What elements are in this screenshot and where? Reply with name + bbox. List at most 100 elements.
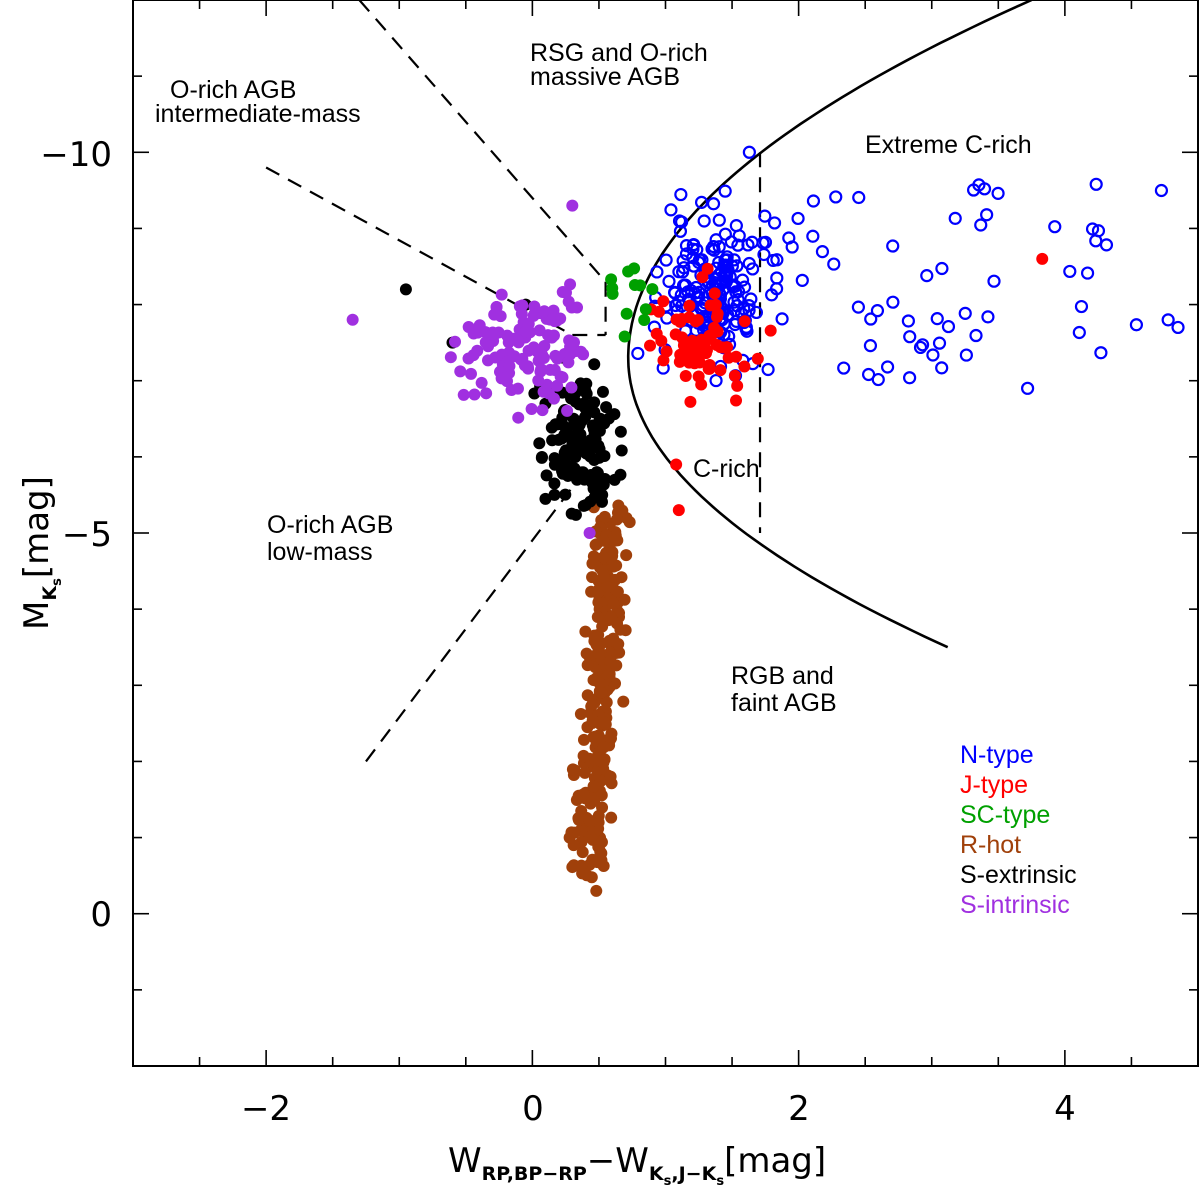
- data-point-n-type: [729, 219, 743, 233]
- data-point-s-intrinsic: [346, 313, 359, 326]
- x-tick-label: −2: [241, 1089, 291, 1129]
- data-point-r-hot: [597, 551, 610, 564]
- data-point-sc-type: [606, 282, 619, 295]
- region-rsg-line2: massive AGB: [530, 63, 680, 91]
- legend-n-type: N-type: [960, 741, 1034, 769]
- data-point-n-type: [991, 186, 1005, 200]
- data-point-n-type: [1161, 313, 1175, 327]
- data-point-s-intrinsic: [556, 285, 569, 298]
- data-point-n-type: [1074, 299, 1089, 314]
- y-axis-label: MKs[mag]: [17, 476, 65, 630]
- x-tick-label: 4: [1054, 1089, 1076, 1129]
- data-point-s-intrinsic: [518, 359, 531, 372]
- data-point-r-hot: [603, 634, 616, 647]
- y-label-unit: [mag]: [17, 476, 57, 578]
- region-rgb-line1: RGB and: [731, 662, 834, 690]
- data-point-n-type: [935, 361, 949, 375]
- data-point-n-type: [851, 300, 865, 314]
- data-point-n-type: [974, 218, 988, 232]
- data-point-s-intrinsic: [479, 336, 492, 349]
- data-point-sc-type: [605, 273, 618, 286]
- legend-s-intrinsic: S-intrinsic: [960, 891, 1070, 919]
- data-point-s-extrinsic: [596, 495, 609, 508]
- data-point-j-type: [717, 341, 730, 354]
- data-point-r-hot: [605, 777, 618, 790]
- data-point-r-hot: [593, 850, 606, 863]
- data-point-n-type: [1171, 320, 1185, 335]
- data-point-s-extrinsic: [588, 453, 601, 466]
- data-point-n-type: [901, 314, 915, 328]
- data-point-j-type: [691, 314, 704, 327]
- data-point-r-hot: [586, 571, 599, 584]
- data-point-s-extrinsic: [580, 377, 593, 390]
- region-boundary-dashed: [365, 486, 574, 763]
- data-point-n-type: [742, 145, 756, 159]
- data-point-r-hot: [623, 516, 636, 529]
- data-point-j-type: [669, 328, 682, 341]
- data-point-s-intrinsic: [515, 307, 528, 320]
- region-boundary-dashed: [358, 0, 607, 283]
- region-label-intermediate: O-rich AGB intermediate-mass: [155, 76, 361, 128]
- data-point-s-intrinsic: [549, 349, 562, 362]
- data-point-n-type: [863, 339, 878, 353]
- data-point-s-extrinsic: [614, 425, 627, 438]
- x-label-unit: [mag]: [724, 1141, 826, 1181]
- data-point-n-type: [770, 253, 784, 267]
- x-tick-label: 2: [788, 1089, 810, 1129]
- data-point-j-type: [731, 379, 744, 392]
- data-point-n-type: [745, 262, 760, 276]
- legend-sc-type: SC-type: [960, 801, 1050, 829]
- data-point-n-type: [694, 195, 709, 209]
- region-label-rsg: RSG and O-rich massive AGB: [530, 39, 708, 91]
- data-point-s-intrinsic: [505, 384, 518, 397]
- data-point-n-type: [870, 304, 885, 318]
- x-label-sub1: RP,BP−RP: [482, 1163, 587, 1185]
- data-point-s-extrinsic: [569, 395, 582, 408]
- data-point-n-type: [686, 242, 700, 256]
- data-point-r-hot: [597, 534, 610, 547]
- data-point-s-intrinsic: [565, 301, 578, 314]
- data-point-s-extrinsic: [548, 477, 561, 490]
- data-point-s-extrinsic: [558, 428, 571, 441]
- data-point-s-extrinsic: [598, 450, 611, 463]
- data-point-r-hot: [590, 884, 603, 897]
- data-point-j-type: [738, 315, 751, 328]
- data-point-j-type: [738, 360, 751, 373]
- data-point-n-type: [631, 346, 645, 361]
- data-point-n-type: [913, 340, 928, 355]
- data-point-s-extrinsic: [591, 418, 604, 431]
- data-point-r-hot: [594, 754, 607, 767]
- data-point-n-type: [744, 292, 758, 306]
- data-point-r-hot: [577, 749, 590, 762]
- data-point-r-hot: [577, 733, 590, 746]
- data-point-n-type: [676, 254, 690, 268]
- data-point-r-hot: [586, 833, 599, 846]
- legend-r-hot: R-hot: [960, 831, 1021, 859]
- data-point-n-type: [1020, 381, 1035, 395]
- data-point-r-hot: [610, 513, 623, 526]
- data-point-s-intrinsic: [574, 345, 587, 358]
- data-point-s-extrinsic: [590, 466, 603, 479]
- data-point-n-type: [1048, 220, 1062, 234]
- data-point-n-type: [795, 273, 809, 287]
- data-point-s-intrinsic: [512, 411, 525, 424]
- data-point-n-type: [920, 269, 934, 283]
- data-point-n-type: [727, 295, 741, 309]
- data-point-j-type: [764, 324, 777, 337]
- data-point-r-hot: [581, 659, 594, 672]
- data-point-s-intrinsic: [535, 363, 548, 376]
- data-point-n-type: [958, 306, 972, 320]
- data-point-r-hot: [588, 629, 601, 642]
- y-label-m: M: [17, 601, 57, 630]
- data-point-s-intrinsic: [538, 340, 551, 353]
- data-point-n-type: [880, 360, 895, 374]
- axis-ticks: [133, 0, 1198, 1066]
- data-point-s-intrinsic: [522, 317, 535, 330]
- data-point-n-type: [712, 240, 726, 254]
- data-point-n-type: [932, 336, 947, 350]
- data-point-r-hot: [586, 698, 599, 711]
- data-point-s-extrinsic: [602, 412, 615, 425]
- data-point-n-type: [981, 310, 995, 324]
- data-point-s-extrinsic: [548, 452, 561, 465]
- data-point-r-hot: [597, 859, 610, 872]
